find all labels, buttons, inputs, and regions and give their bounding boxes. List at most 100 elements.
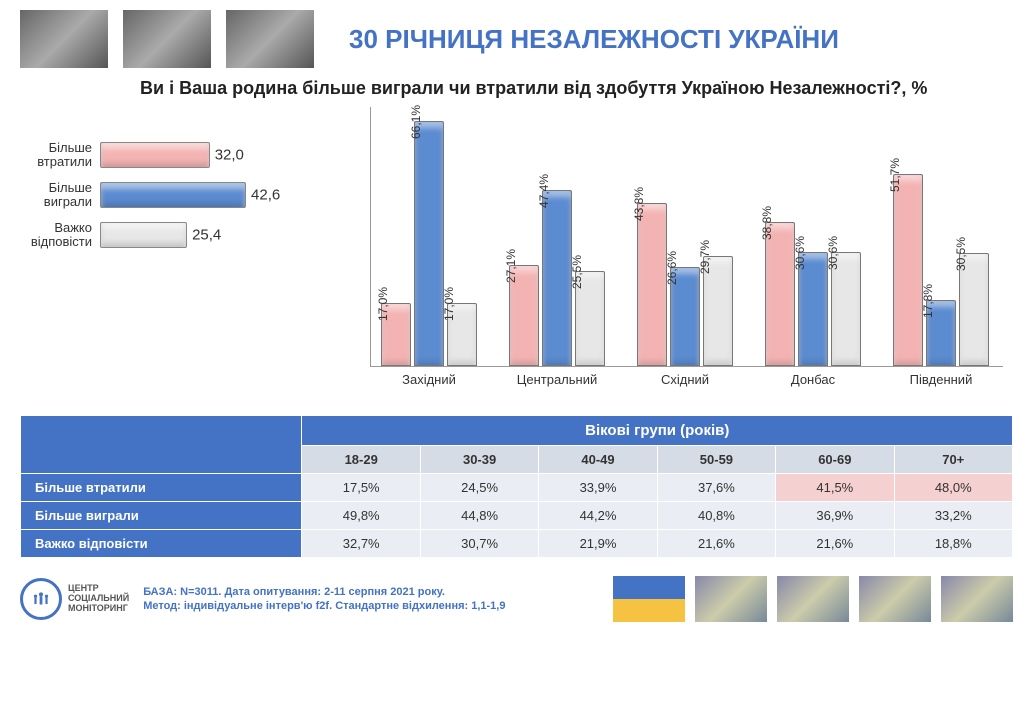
vbar-value-label: 38,8%	[760, 206, 776, 240]
vbar: 30,6%	[831, 252, 861, 366]
vbar-value-label: 43,8%	[632, 187, 648, 221]
header-thumb-2	[123, 10, 211, 68]
footer-thumb-3	[777, 576, 849, 622]
hbar-value: 32,0	[215, 147, 244, 164]
table-col-header: 50-59	[657, 446, 775, 474]
vbar-value-label: 25,5%	[570, 255, 586, 289]
hbar-value: 25,4	[192, 227, 221, 244]
vbar: 51,7%	[893, 174, 923, 366]
table-cell: 24,5%	[420, 474, 538, 502]
table-cell: 37,6%	[657, 474, 775, 502]
table-cell: 33,9%	[539, 474, 657, 502]
table-col-header: 60-69	[776, 446, 894, 474]
footer-thumbs	[613, 576, 1013, 622]
table-cell: 36,9%	[776, 502, 894, 530]
vbar-chart: 17,0%66,1%17,0%Західний27,1%47,4%25,5%Це…	[360, 107, 1013, 397]
question-text: Ви і Ваша родина більше виграли чи втрат…	[140, 78, 1013, 99]
vbar: 47,4%	[542, 190, 572, 366]
table-cell: 30,7%	[420, 530, 538, 558]
vbar-value-label: 27,1%	[504, 249, 520, 283]
vbar-category-label: Донбас	[765, 366, 861, 387]
vbar: 29,7%	[703, 256, 733, 366]
hbar-track: 42,6	[100, 182, 340, 208]
footer-thumb-2	[695, 576, 767, 622]
hbar-row: Більше виграли42,6	[20, 177, 340, 213]
vbar-value-label: 30,6%	[793, 236, 809, 270]
vbar-value-label: 26,6%	[665, 251, 681, 285]
table-col-header: 70+	[894, 446, 1012, 474]
vbar: 25,5%	[575, 271, 605, 366]
meta-line2: Метод: індивідуальне інтерв'ю f2f. Станд…	[143, 599, 505, 613]
vbar: 17,0%	[447, 303, 477, 366]
vbar-plot-area: 17,0%66,1%17,0%Західний27,1%47,4%25,5%Це…	[370, 107, 1003, 367]
table-cell: 49,8%	[302, 502, 420, 530]
vbar: 26,6%	[670, 267, 700, 366]
hbar-track: 25,4	[100, 222, 340, 248]
footer-thumb-flag	[613, 576, 685, 622]
table-row-header: Важко відповісти	[21, 530, 302, 558]
vbar-value-label: 29,7%	[698, 240, 714, 274]
vbar-value-label: 30,5%	[954, 237, 970, 271]
hbar-row: Важко відповісти25,4	[20, 217, 340, 253]
table-row-header: Більше виграли	[21, 502, 302, 530]
vbar: 43,8%	[637, 203, 667, 366]
table-corner	[21, 416, 302, 474]
vbar-value-label: 47,4%	[537, 174, 553, 208]
age-table: Вікові групи (років)18-2930-3940-4950-59…	[20, 415, 1013, 558]
logo-icon	[20, 578, 62, 620]
vbar-value-label: 66,1%	[409, 104, 425, 138]
table-col-header: 18-29	[302, 446, 420, 474]
hbar-label: Більше втратили	[20, 141, 100, 170]
vbar-group: 38,8%30,6%30,6%	[765, 222, 861, 366]
hbar-label: Важко відповісти	[20, 221, 100, 250]
vbar-value-label: 51,7%	[888, 158, 904, 192]
footer-thumb-4	[859, 576, 931, 622]
hbar-row: Більше втратили 32,0	[20, 137, 340, 173]
vbar-group: 17,0%66,1%17,0%	[381, 121, 477, 367]
hbar-chart: Більше втратили 32,0 Більше виграли42,6 Важ…	[20, 107, 340, 257]
charts-row: Більше втратили 32,0 Більше виграли42,6 Важ…	[20, 107, 1013, 397]
vbar-group: 27,1%47,4%25,5%	[509, 190, 605, 366]
vbar-value-label: 30,6%	[826, 236, 842, 270]
table-cell: 21,6%	[657, 530, 775, 558]
table-cell: 21,6%	[776, 530, 894, 558]
vbar-value-label: 17,0%	[376, 287, 392, 321]
table-super-header: Вікові групи (років)	[302, 416, 1013, 446]
vbar-group: 43,8%26,6%29,7%	[637, 203, 733, 366]
vbar: 17,8%	[926, 300, 956, 366]
logo-line3: МОНІТОРИНГ	[68, 604, 129, 614]
vbar-category-label: Центральний	[509, 366, 605, 387]
table-cell: 41,5%	[776, 474, 894, 502]
vbar: 30,6%	[798, 252, 828, 366]
table-cell: 33,2%	[894, 502, 1012, 530]
vbar-category-label: Південний	[893, 366, 989, 387]
vbar: 27,1%	[509, 265, 539, 366]
vbar: 17,0%	[381, 303, 411, 366]
vbar-category-label: Східний	[637, 366, 733, 387]
vbar: 30,5%	[959, 253, 989, 366]
table-cell: 17,5%	[302, 474, 420, 502]
hbar-track: 32,0	[100, 142, 340, 168]
vbar-category-label: Західний	[381, 366, 477, 387]
vbar-value-label: 17,8%	[921, 284, 937, 318]
page-title: 30 РІЧНИЦЯ НЕЗАЛЕЖНОСТІ УКРАЇНИ	[349, 24, 839, 55]
table-cell: 40,8%	[657, 502, 775, 530]
hbar-fill: 42,6	[100, 182, 246, 208]
hbar-value: 42,6	[251, 187, 280, 204]
footer: ЦЕНТР СОЦІАЛЬНИЙ МОНІТОРИНГ БАЗА: N=3011…	[20, 576, 1013, 622]
table-cell: 18,8%	[894, 530, 1012, 558]
footer-thumb-5	[941, 576, 1013, 622]
header-thumb-1	[20, 10, 108, 68]
table-cell: 21,9%	[539, 530, 657, 558]
table-row-header: Більше втратили	[21, 474, 302, 502]
vbar: 66,1%	[414, 121, 444, 367]
meta-line1: БАЗА: N=3011. Дата опитування: 2-11 серп…	[143, 585, 505, 599]
footer-meta: БАЗА: N=3011. Дата опитування: 2-11 серп…	[143, 585, 505, 614]
table-col-header: 40-49	[539, 446, 657, 474]
hbar-fill: 25,4	[100, 222, 187, 248]
table-col-header: 30-39	[420, 446, 538, 474]
vbar-group: 51,7%17,8%30,5%	[893, 174, 989, 366]
org-logo: ЦЕНТР СОЦІАЛЬНИЙ МОНІТОРИНГ	[20, 578, 129, 620]
header-row: 30 РІЧНИЦЯ НЕЗАЛЕЖНОСТІ УКРАЇНИ	[20, 10, 1013, 68]
table-cell: 44,2%	[539, 502, 657, 530]
